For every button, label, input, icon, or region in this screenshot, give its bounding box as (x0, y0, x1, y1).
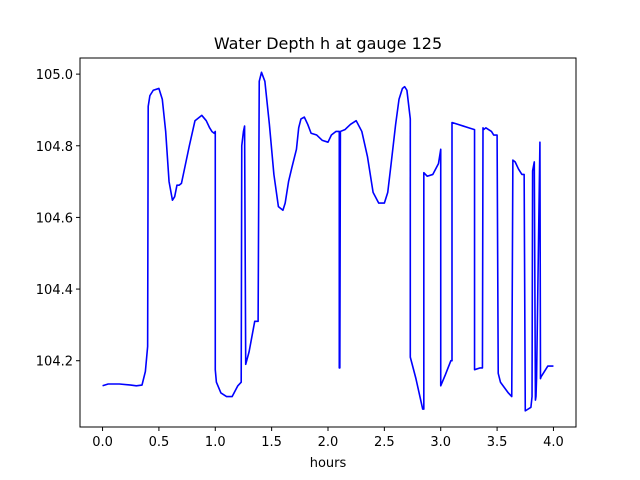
x-tick-label: 3.5 (487, 435, 508, 450)
series-line (102, 71, 554, 412)
y-tick-label: 104.4 (36, 283, 73, 298)
x-tick-label: 2.5 (374, 435, 395, 450)
x-tick-label: 3.0 (430, 435, 451, 450)
x-tick-label: 1.0 (205, 435, 226, 450)
y-tick-label: 104.8 (36, 140, 73, 155)
y-axis: 104.2 104.4 104.6 104.8 105.0 (36, 68, 80, 370)
y-tick-label: 105.0 (36, 68, 73, 83)
chart-title: Water Depth h at gauge 125 (214, 34, 442, 53)
series-layer (102, 71, 554, 412)
x-tick-label: 4.0 (543, 435, 564, 450)
x-tick-label: 2.0 (318, 435, 339, 450)
y-tick-label: 104.6 (36, 211, 73, 226)
x-tick-label: 1.5 (261, 435, 282, 450)
plot-frame (79, 57, 577, 428)
x-tick-label: 0.0 (92, 435, 113, 450)
y-tick-label: 104.2 (36, 355, 73, 370)
x-axis-label: hours (310, 456, 347, 471)
x-tick-label: 0.5 (149, 435, 170, 450)
x-axis: 0.0 0.5 1.0 1.5 2.0 2.5 3.0 3.5 4.0 (92, 427, 564, 450)
